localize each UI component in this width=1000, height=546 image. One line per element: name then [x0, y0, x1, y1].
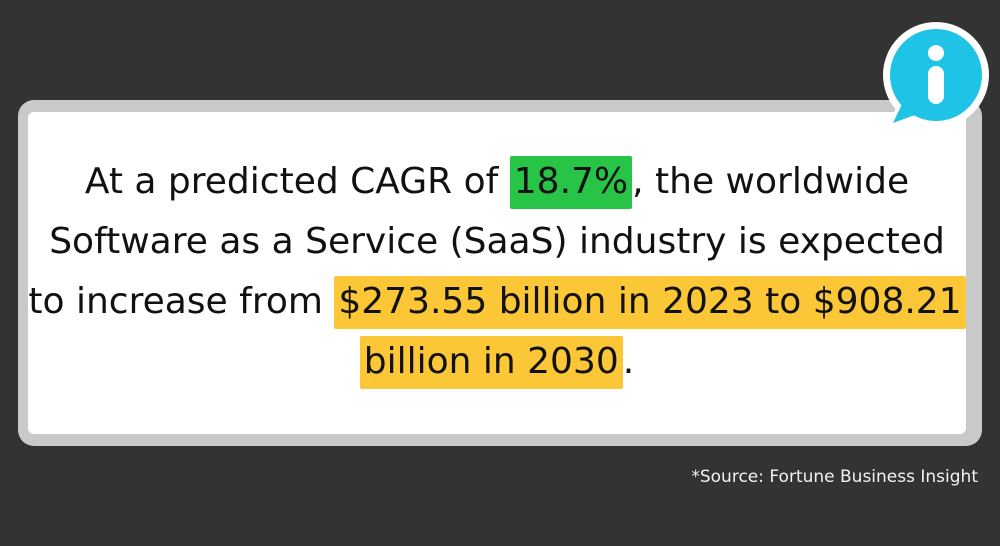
source-note: *Source: Fortune Business Insight — [691, 467, 978, 487]
info-icon — [880, 22, 990, 134]
statement-text-3: . — [622, 341, 635, 382]
statement-text-1: At a predicted CAGR of — [84, 161, 510, 202]
stat-statement: At a predicted CAGR of 18.7%, the worldw… — [28, 152, 966, 392]
cagr-highlight: 18.7% — [509, 156, 633, 209]
growth-highlight: $273.55 billion in 2023 to $908.21 billi… — [334, 276, 966, 389]
statement-text-2: , the worldwide Software as a Service (S… — [28, 161, 945, 322]
